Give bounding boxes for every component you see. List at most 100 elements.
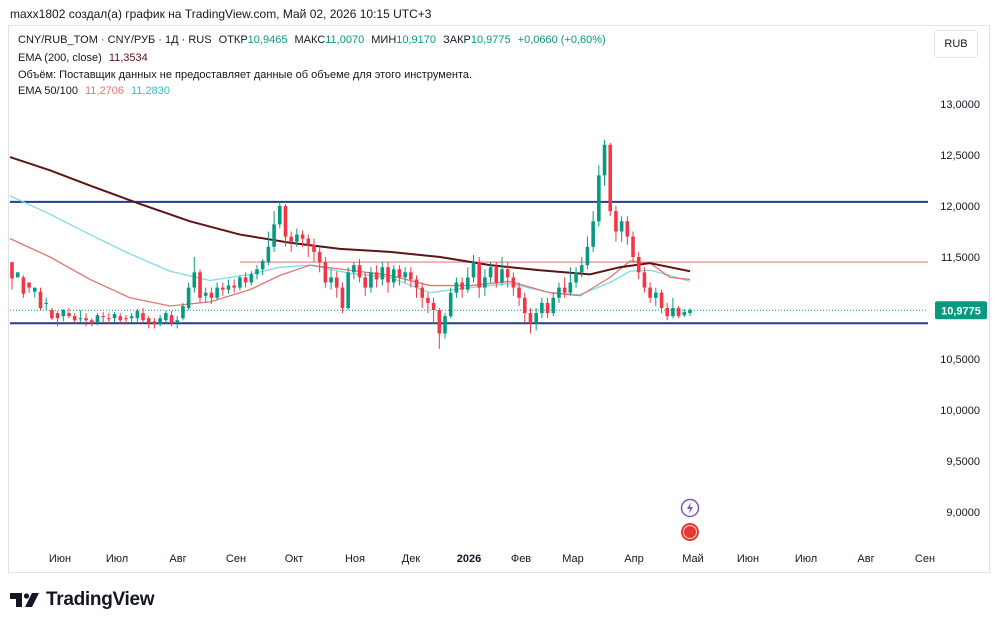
candle-body bbox=[158, 318, 162, 325]
legend-ema200-label: EMA (200, close) bbox=[18, 52, 102, 64]
candle-body bbox=[642, 272, 647, 288]
candle-body bbox=[374, 272, 379, 280]
candle-body bbox=[397, 269, 402, 278]
candle-body bbox=[574, 272, 578, 283]
x-tick-label: Мар bbox=[562, 553, 584, 565]
candle-body bbox=[426, 297, 430, 303]
candle-body bbox=[414, 279, 419, 288]
candle-body bbox=[465, 277, 470, 290]
candle-body bbox=[625, 221, 630, 237]
candle-body bbox=[260, 261, 265, 270]
candle-body bbox=[522, 297, 527, 314]
candle-body bbox=[602, 144, 607, 176]
candle-body bbox=[477, 262, 481, 288]
y-tick-label: 9,0000 bbox=[946, 507, 980, 519]
legend-ema200-value: 11,3534 bbox=[108, 52, 148, 64]
candle-body bbox=[101, 316, 105, 318]
candle-body bbox=[688, 310, 692, 314]
x-tick-label: Сен bbox=[226, 553, 246, 565]
candle-body bbox=[437, 310, 442, 334]
x-tick-label: Окт bbox=[285, 553, 304, 565]
candle-body bbox=[323, 262, 328, 283]
candle-body bbox=[357, 265, 362, 278]
currency-button[interactable]: RUB bbox=[934, 30, 978, 58]
candle-body bbox=[528, 313, 533, 324]
candle-body bbox=[124, 318, 128, 320]
last-price-label-bg bbox=[935, 301, 987, 320]
legend-open-value: 10,9465 bbox=[247, 34, 288, 46]
tradingview-logo-text: TradingView bbox=[46, 589, 155, 610]
legend-main: CNY/RUB_TOM · CNY/РУБ · 1Д · RUS ОТКР10,… bbox=[18, 34, 606, 46]
x-tick-label: Сен bbox=[915, 553, 935, 565]
tradingview-logo-icon bbox=[10, 593, 39, 607]
candle-body bbox=[243, 277, 248, 283]
lightning-bolt-icon bbox=[687, 502, 693, 514]
candle-body bbox=[340, 287, 345, 308]
candle-body bbox=[198, 272, 202, 298]
x-tick-label: Ноя bbox=[345, 553, 365, 565]
candle-body bbox=[89, 320, 94, 324]
legend-ema50-value: 11,2706 bbox=[85, 85, 124, 97]
legend-high-label: МАКС bbox=[294, 34, 326, 46]
candle-body bbox=[443, 316, 447, 334]
x-tick-label: 2026 bbox=[457, 553, 481, 565]
chart-credit: maxx1802 создал(а) график на TradingView… bbox=[10, 7, 432, 21]
candle-body bbox=[146, 318, 151, 323]
candle-body bbox=[107, 318, 111, 320]
candle-body bbox=[614, 211, 618, 232]
candle-body bbox=[619, 221, 624, 232]
candle-body bbox=[676, 308, 681, 317]
legend-close-label: ЗАКР bbox=[443, 34, 471, 46]
candle-body bbox=[448, 292, 453, 317]
tradingview-logo[interactable]: TradingView bbox=[10, 589, 155, 611]
candle-body bbox=[118, 316, 123, 321]
candle-body bbox=[460, 282, 464, 290]
x-tick-label: Май bbox=[682, 553, 704, 565]
candle-body bbox=[488, 267, 493, 278]
candle-body bbox=[272, 224, 276, 247]
candle-body bbox=[249, 274, 254, 283]
candle-body bbox=[494, 267, 499, 283]
candle-body bbox=[420, 287, 425, 298]
legend-ema200: EMA (200, close) 11,3534 bbox=[18, 52, 148, 64]
candle-body bbox=[585, 246, 590, 266]
candle-body bbox=[50, 310, 54, 319]
candle-body bbox=[391, 269, 396, 283]
candle-body bbox=[277, 206, 282, 225]
x-tick-label: Дек bbox=[402, 553, 421, 565]
candle-body bbox=[409, 272, 413, 280]
candle-body bbox=[164, 313, 168, 321]
candle-body bbox=[72, 316, 77, 321]
candle-body bbox=[352, 265, 356, 273]
candle-body bbox=[500, 269, 504, 283]
candle-body bbox=[483, 277, 487, 288]
candle-body bbox=[32, 287, 37, 292]
candle-body bbox=[454, 282, 459, 293]
candle-body bbox=[283, 206, 288, 237]
y-tick-label: 12,5000 bbox=[940, 150, 980, 162]
ema100-line bbox=[9, 195, 691, 296]
candle-body bbox=[266, 246, 271, 263]
candle-body bbox=[363, 277, 368, 288]
candle-body bbox=[295, 234, 299, 242]
x-tick-label: Июн bbox=[737, 553, 759, 565]
candle-body bbox=[682, 312, 687, 316]
legend-high-value: 11,0070 bbox=[325, 34, 365, 46]
candle-body bbox=[175, 320, 180, 323]
candle-body bbox=[306, 238, 311, 245]
candle-body bbox=[209, 292, 214, 298]
legend-change: +0,0660 (+0,60%) bbox=[517, 34, 606, 46]
x-tick-label: Авг bbox=[857, 553, 874, 565]
candle-body bbox=[255, 269, 259, 275]
candle-body bbox=[181, 305, 185, 319]
candle-body bbox=[38, 291, 43, 308]
candle-body bbox=[597, 175, 601, 222]
candle-body bbox=[226, 285, 231, 290]
candle-body bbox=[608, 144, 613, 212]
x-tick-label: Авг bbox=[169, 553, 186, 565]
candle-body bbox=[238, 277, 242, 288]
legend-close-value: 10,9775 bbox=[470, 34, 511, 46]
candle-body bbox=[21, 277, 26, 294]
candle-body bbox=[545, 302, 550, 314]
